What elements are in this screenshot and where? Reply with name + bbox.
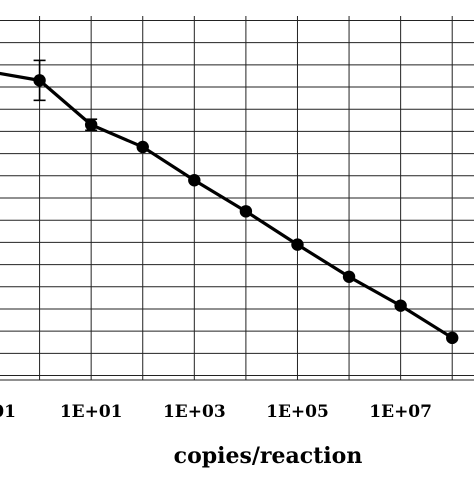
data-point (446, 331, 459, 345)
data-point (342, 270, 356, 283)
x-tick-label: 1E+01 (60, 402, 123, 422)
x-axis-title: copies/reaction (174, 443, 363, 469)
data-point (84, 118, 98, 131)
series-line (0, 71, 454, 340)
grid (0, 16, 474, 381)
x-tick-label: 1E+07 (369, 402, 432, 422)
data-point (394, 299, 407, 312)
data-point (188, 174, 201, 187)
x-tick-labels: 1E-01 1E+01 1E+03 1E+05 1E+07 (0, 402, 432, 422)
data-point (136, 140, 149, 154)
data-point (33, 74, 46, 87)
data-point (291, 238, 304, 251)
x-tick-label: 1E-01 (0, 402, 16, 422)
x-tick-label: 1E+03 (163, 402, 226, 422)
x-tick-label: 1E+05 (266, 402, 329, 422)
series (0, 59, 459, 345)
data-point (239, 205, 253, 218)
